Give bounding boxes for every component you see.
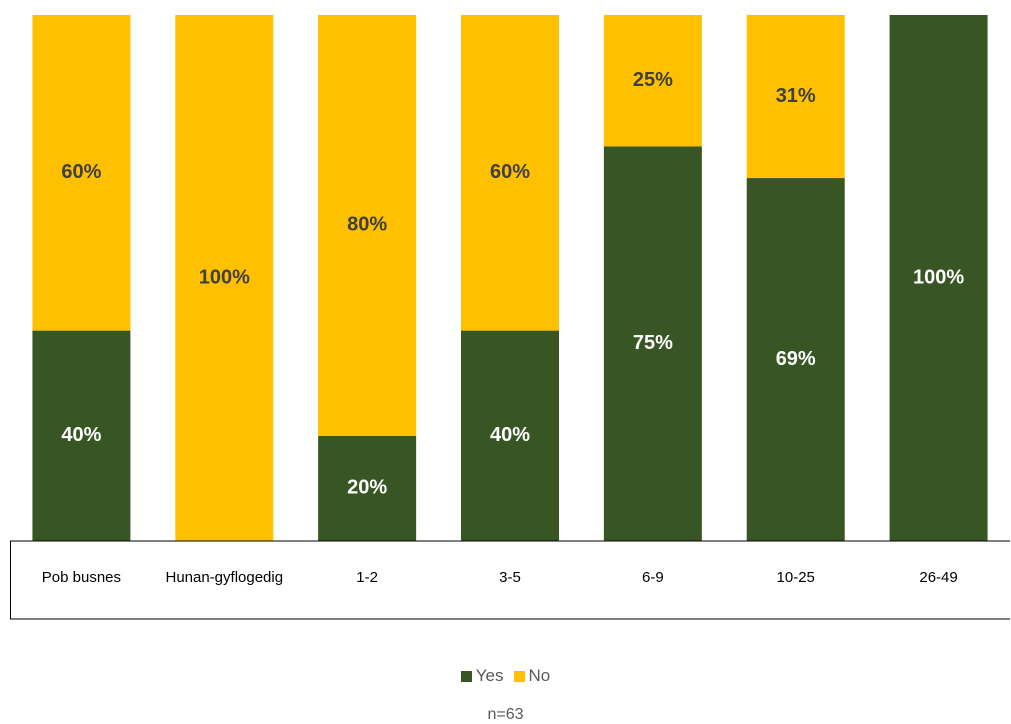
data-label-no-4: 25% bbox=[633, 69, 673, 91]
bar-yes-4 bbox=[603, 146, 702, 541]
legend-label-no: No bbox=[528, 666, 551, 685]
data-label-no-3: 60% bbox=[490, 161, 530, 183]
data-label-yes-0: 40% bbox=[61, 424, 101, 446]
bar-yes-3 bbox=[461, 330, 559, 541]
category-label-5: 10-25 bbox=[777, 569, 815, 586]
category-label-2: 1-2 bbox=[356, 569, 378, 586]
legend-label-yes: Yes bbox=[475, 666, 504, 685]
category-label-3: 3-5 bbox=[499, 569, 521, 586]
bar-yes-2 bbox=[318, 435, 417, 541]
data-label-yes-5: 69% bbox=[776, 348, 816, 370]
stacked-bar-chart: 40% 60% 100% 20% 80% 40% 60% 75% 25% 69% 31% 100% P… bbox=[10, 15, 1010, 620]
data-label-yes-3: 40% bbox=[490, 424, 530, 446]
data-label-yes-6: 100% bbox=[913, 266, 964, 288]
bar-yes-0 bbox=[32, 330, 131, 541]
legend-swatch-no bbox=[513, 670, 525, 682]
category-table: Pob busnes Hunan-gyflogedig 1-2 3-5 6-9 10-25… bbox=[10, 540, 1010, 620]
bar-yes-6 bbox=[889, 15, 988, 541]
legend: Yes No bbox=[0, 666, 1011, 686]
data-label-no-1: 100% bbox=[199, 266, 250, 288]
bar-no-1 bbox=[175, 15, 274, 541]
bar-yes-5 bbox=[746, 178, 845, 541]
legend-entry-no: No bbox=[513, 666, 551, 686]
data-labels-group: 40% 60% 100% 20% 80% 40% 60% 75% 25% 69% 31% 100% bbox=[61, 69, 964, 499]
data-label-no-2: 80% bbox=[347, 214, 387, 236]
data-label-yes-2: 20% bbox=[347, 477, 387, 499]
data-label-no-0: 60% bbox=[61, 161, 101, 183]
data-label-yes-4: 75% bbox=[633, 332, 673, 354]
bar-no-3 bbox=[461, 15, 559, 331]
category-label-1: Hunan-gyflogedig bbox=[165, 569, 283, 586]
sample-size-note: n=63 bbox=[487, 706, 524, 723]
bars-group bbox=[32, 15, 988, 541]
bar-no-5 bbox=[746, 15, 845, 179]
bar-no-2 bbox=[318, 15, 417, 436]
bar-no-4 bbox=[603, 15, 702, 147]
bar-no-0 bbox=[32, 15, 131, 331]
legend-entry-yes: Yes bbox=[460, 666, 504, 686]
legend-swatch-yes bbox=[460, 670, 472, 682]
category-label-4: 6-9 bbox=[642, 569, 664, 586]
category-label-0: Pob busnes bbox=[42, 569, 121, 586]
data-label-no-5: 31% bbox=[776, 85, 816, 107]
category-label-6: 26-49 bbox=[919, 569, 957, 586]
